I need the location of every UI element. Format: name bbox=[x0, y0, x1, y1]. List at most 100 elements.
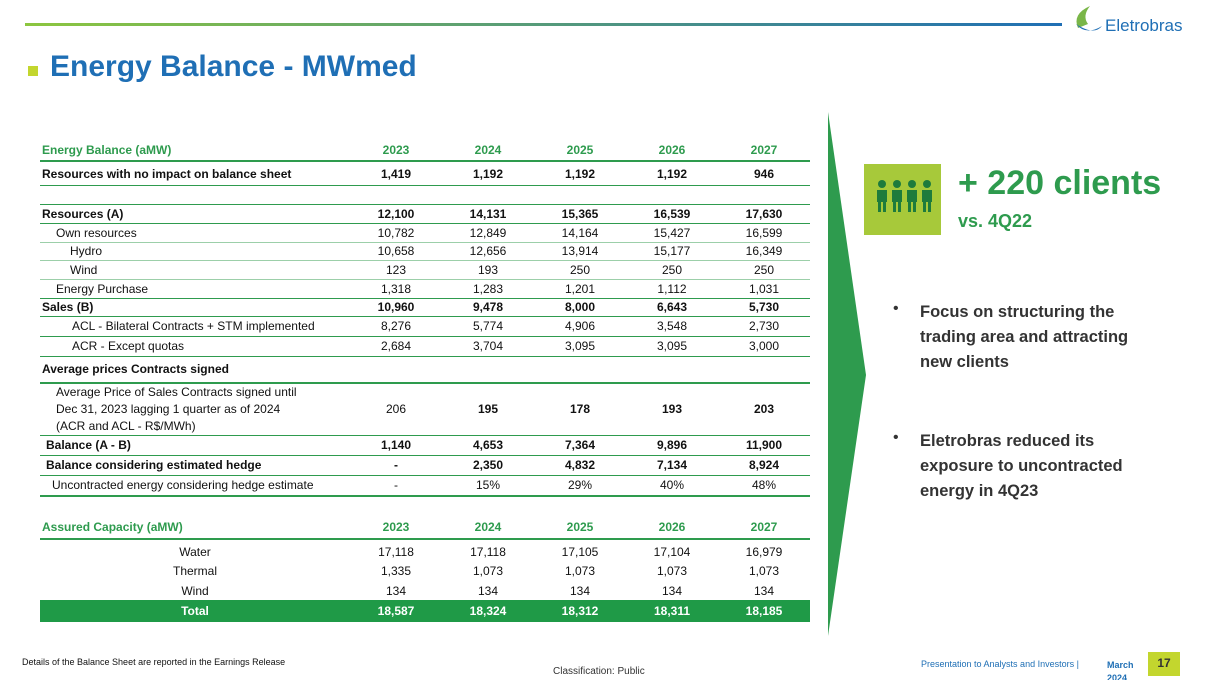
page-box bbox=[1148, 652, 1180, 676]
row-rule bbox=[40, 455, 810, 456]
header-cell: Assured Capacity (aMW) bbox=[42, 520, 183, 534]
header-cell: 2025 bbox=[566, 520, 594, 534]
header-cell: 2023 bbox=[382, 143, 410, 157]
logo-leaf bbox=[1076, 6, 1090, 28]
row-rule bbox=[40, 260, 810, 261]
cell-value: 4,832 bbox=[564, 458, 596, 472]
cell-value: 8,000 bbox=[564, 300, 596, 314]
row-label: Wind bbox=[181, 584, 209, 598]
cell-value: 1,318 bbox=[380, 282, 412, 296]
cell-value: 15,365 bbox=[561, 207, 599, 221]
header-cell: 2023 bbox=[382, 520, 410, 534]
row-label: Uncontracted energy considering hedge es… bbox=[52, 478, 314, 492]
cell-value: 1,192 bbox=[564, 167, 596, 181]
cell-value: 4,653 bbox=[472, 438, 504, 452]
row-rule bbox=[40, 316, 810, 317]
cell-value: 8,924 bbox=[748, 458, 780, 472]
row-label: ACR - Except quotas bbox=[72, 339, 185, 353]
cell-value: 12,849 bbox=[469, 226, 507, 240]
row-label: Hydro bbox=[70, 244, 103, 258]
cell-value: 29% bbox=[567, 478, 593, 492]
logo-text: Eletrobras bbox=[1105, 16, 1183, 35]
cell-value: 15% bbox=[475, 478, 501, 492]
cell-value: 1,192 bbox=[472, 167, 504, 181]
cell-value: 14,131 bbox=[469, 207, 507, 221]
cell-value: 1,335 bbox=[380, 564, 412, 578]
row-label: Average Price of Sales Contracts signed … bbox=[56, 385, 297, 399]
header-rule bbox=[25, 23, 1062, 26]
cell-value: 18,324 bbox=[469, 604, 507, 618]
cell-value: 18,312 bbox=[561, 604, 599, 618]
cell-value: 1,073 bbox=[656, 564, 688, 578]
cell-value: - bbox=[394, 478, 398, 492]
cell-value: 3,095 bbox=[564, 339, 596, 353]
cell-value: 178 bbox=[569, 402, 591, 416]
cell-value: 134 bbox=[661, 584, 683, 598]
cell-value: 206 bbox=[385, 402, 407, 416]
cell-value: 40% bbox=[659, 478, 685, 492]
cell-value: 3,095 bbox=[656, 339, 688, 353]
cell-value: 15,427 bbox=[653, 226, 691, 240]
cell-value: 4,906 bbox=[564, 319, 596, 333]
row-rule bbox=[40, 356, 810, 357]
people-icon bbox=[877, 180, 932, 212]
cell-value: 1,419 bbox=[380, 167, 412, 181]
cell-value: 11,900 bbox=[745, 438, 783, 452]
cell-value: 8,276 bbox=[380, 319, 412, 333]
cell-value: 18,185 bbox=[745, 604, 783, 618]
bullet-dot: • bbox=[893, 300, 899, 317]
title-square bbox=[28, 66, 38, 76]
cell-value: 6,643 bbox=[656, 300, 688, 314]
cell-value: 1,283 bbox=[472, 282, 504, 296]
cell-value: 250 bbox=[753, 263, 775, 277]
cell-value: 17,104 bbox=[653, 545, 691, 559]
cell-value: 14,164 bbox=[561, 226, 599, 240]
presentation: Presentation to Analysts and Investors | bbox=[921, 659, 1079, 669]
cell-value: 1,192 bbox=[656, 167, 688, 181]
header-cell: 2025 bbox=[566, 143, 594, 157]
header-cell: Energy Balance (aMW) bbox=[42, 143, 172, 157]
row-label: Dec 31, 2023 lagging 1 quarter as of 202… bbox=[56, 402, 281, 416]
subline: vs. 4Q22 bbox=[958, 211, 1033, 231]
row-label: Total bbox=[181, 604, 209, 618]
logo-swoosh bbox=[1076, 24, 1102, 31]
row-rule bbox=[40, 538, 810, 540]
headline: + 220 clients bbox=[958, 164, 1162, 202]
classification: Classification: Public bbox=[553, 666, 645, 677]
cell-value: 193 bbox=[661, 402, 683, 416]
cell-value: 5,730 bbox=[748, 300, 780, 314]
cell-value: 12,100 bbox=[377, 207, 415, 221]
row-rule bbox=[40, 495, 810, 497]
total-band bbox=[40, 600, 810, 622]
cell-value: 2,684 bbox=[380, 339, 412, 353]
cell-value: 123 bbox=[385, 263, 407, 277]
cell-value: 18,311 bbox=[653, 604, 691, 618]
cell-value: 193 bbox=[477, 263, 499, 277]
header-cell: 2026 bbox=[658, 520, 686, 534]
row-label: Balance considering estimated hedge bbox=[46, 458, 262, 472]
row-rule bbox=[40, 298, 810, 299]
row-label: Wind bbox=[70, 263, 98, 277]
date: March 2024 bbox=[1107, 660, 1134, 680]
cell-value: 48% bbox=[751, 478, 777, 492]
row-label: Balance (A - B) bbox=[46, 438, 131, 452]
chevron bbox=[828, 112, 866, 636]
cell-value: 10,960 bbox=[377, 300, 415, 314]
cell-value: 1,073 bbox=[748, 564, 780, 578]
cell-value: 9,896 bbox=[656, 438, 688, 452]
row-label: Resources (A) bbox=[42, 207, 124, 221]
row-label: Average prices Contracts signed bbox=[42, 362, 229, 376]
row-rule bbox=[40, 185, 810, 186]
cell-value: 1,073 bbox=[472, 564, 504, 578]
cell-value: 12,656 bbox=[469, 244, 507, 258]
header-cell: 2026 bbox=[658, 143, 686, 157]
row-rule bbox=[40, 435, 810, 436]
cell-value: 134 bbox=[477, 584, 499, 598]
header-cell: 2027 bbox=[750, 520, 778, 534]
row-rule bbox=[40, 160, 810, 162]
row-rule bbox=[40, 204, 810, 205]
cell-value: 250 bbox=[661, 263, 683, 277]
footnote: Details of the Balance Sheet are reporte… bbox=[22, 657, 286, 667]
